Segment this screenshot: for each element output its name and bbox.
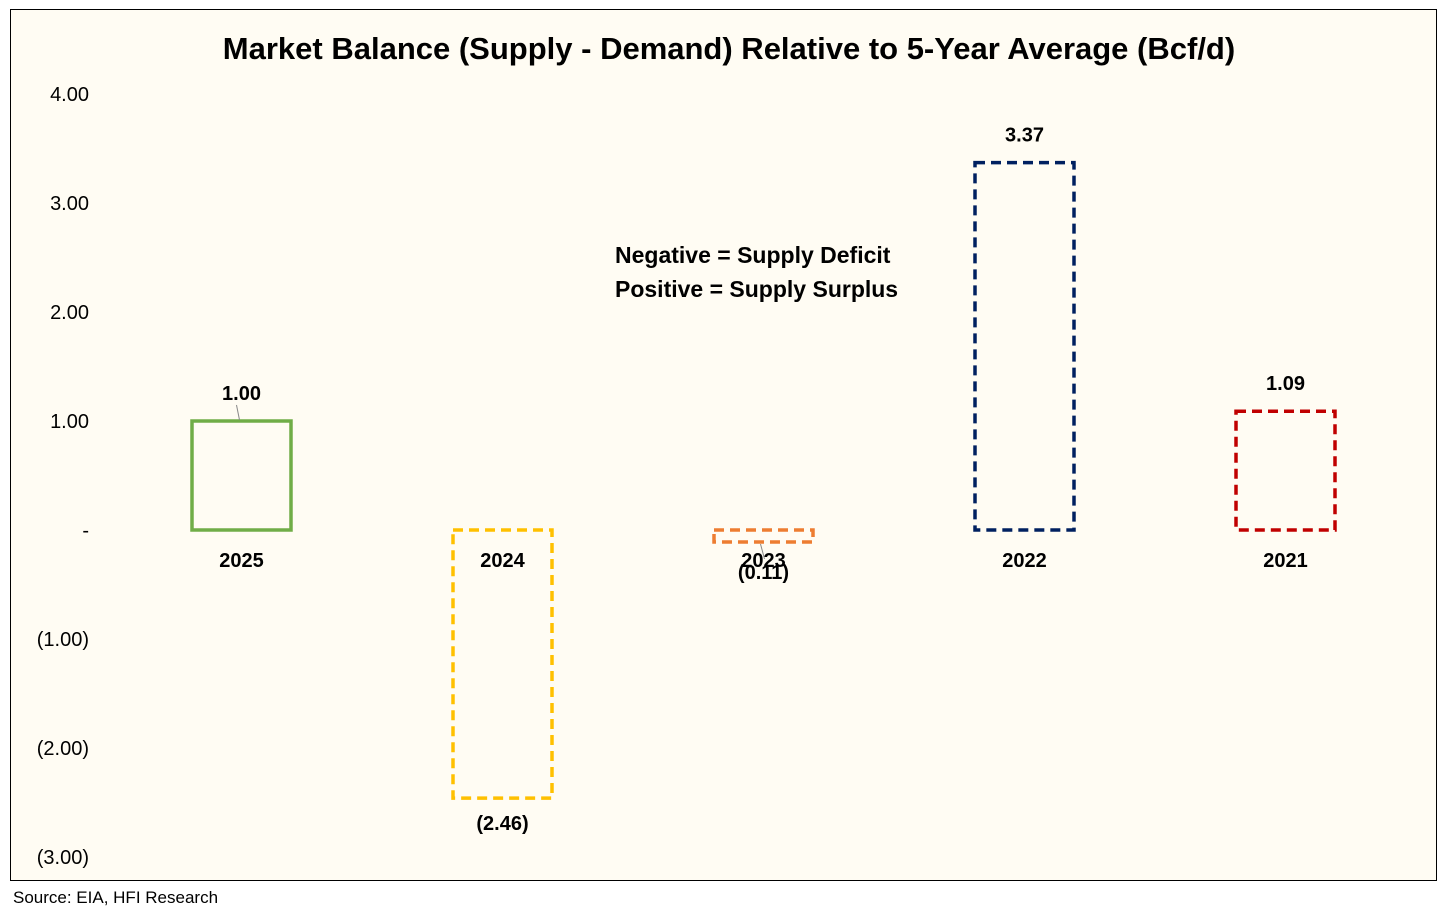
x-tick-label: 2025 [219,550,264,572]
y-tick-label: (3.00) [37,847,89,869]
bar-2025 [190,419,293,532]
bars [190,160,1337,800]
leader-line [760,543,765,560]
chart-title: Market Balance (Supply - Demand) Relativ… [223,31,1235,66]
data-label-2022: 3.37 [1005,125,1044,147]
data-label-2025: 1.00 [222,383,261,405]
bar-2024 [451,528,554,800]
y-axis: 4.00 3.00 2.00 1.00 - (1.00) (2.00) (3.00) [37,84,89,869]
bar-2021 [1234,409,1337,532]
data-label-2023: (0.11) [738,562,789,584]
y-tick-label: (2.00) [37,738,89,760]
x-tick-label: 2022 [1002,550,1047,572]
bar-2023 [712,528,815,544]
bar-2022 [973,160,1076,532]
y-tick-label: 1.00 [50,411,89,433]
y-tick-label: (1.00) [37,629,89,651]
chart-frame: Market Balance (Supply - Demand) Relativ… [10,9,1437,881]
x-tick-label: 2024 [480,550,525,572]
y-tick-label: 2.00 [50,302,89,324]
data-labels: 1.00 (2.46) (0.11) 3.37 1.09 [222,125,1305,835]
x-tick-label: 2023 [741,550,786,572]
data-label-2021: 1.09 [1266,373,1305,395]
y-tick-label: 3.00 [50,193,89,215]
x-tick-label: 2021 [1263,550,1308,572]
data-label-2024: (2.46) [476,813,528,835]
chart-svg: Market Balance (Supply - Demand) Relativ… [37,31,1337,869]
annotation: Negative = Supply Deficit Positive = Sup… [615,242,898,302]
source-note: Source: EIA, HFI Research [13,888,219,907]
annotation-line-positive: Positive = Supply Surplus [615,276,898,302]
y-tick-label: 4.00 [50,84,89,106]
annotation-line-negative: Negative = Supply Deficit [615,242,891,268]
leader-line [236,404,240,421]
x-axis-labels: 2025 2024 2023 2022 2021 [219,550,1308,572]
y-tick-label: - [82,520,89,542]
